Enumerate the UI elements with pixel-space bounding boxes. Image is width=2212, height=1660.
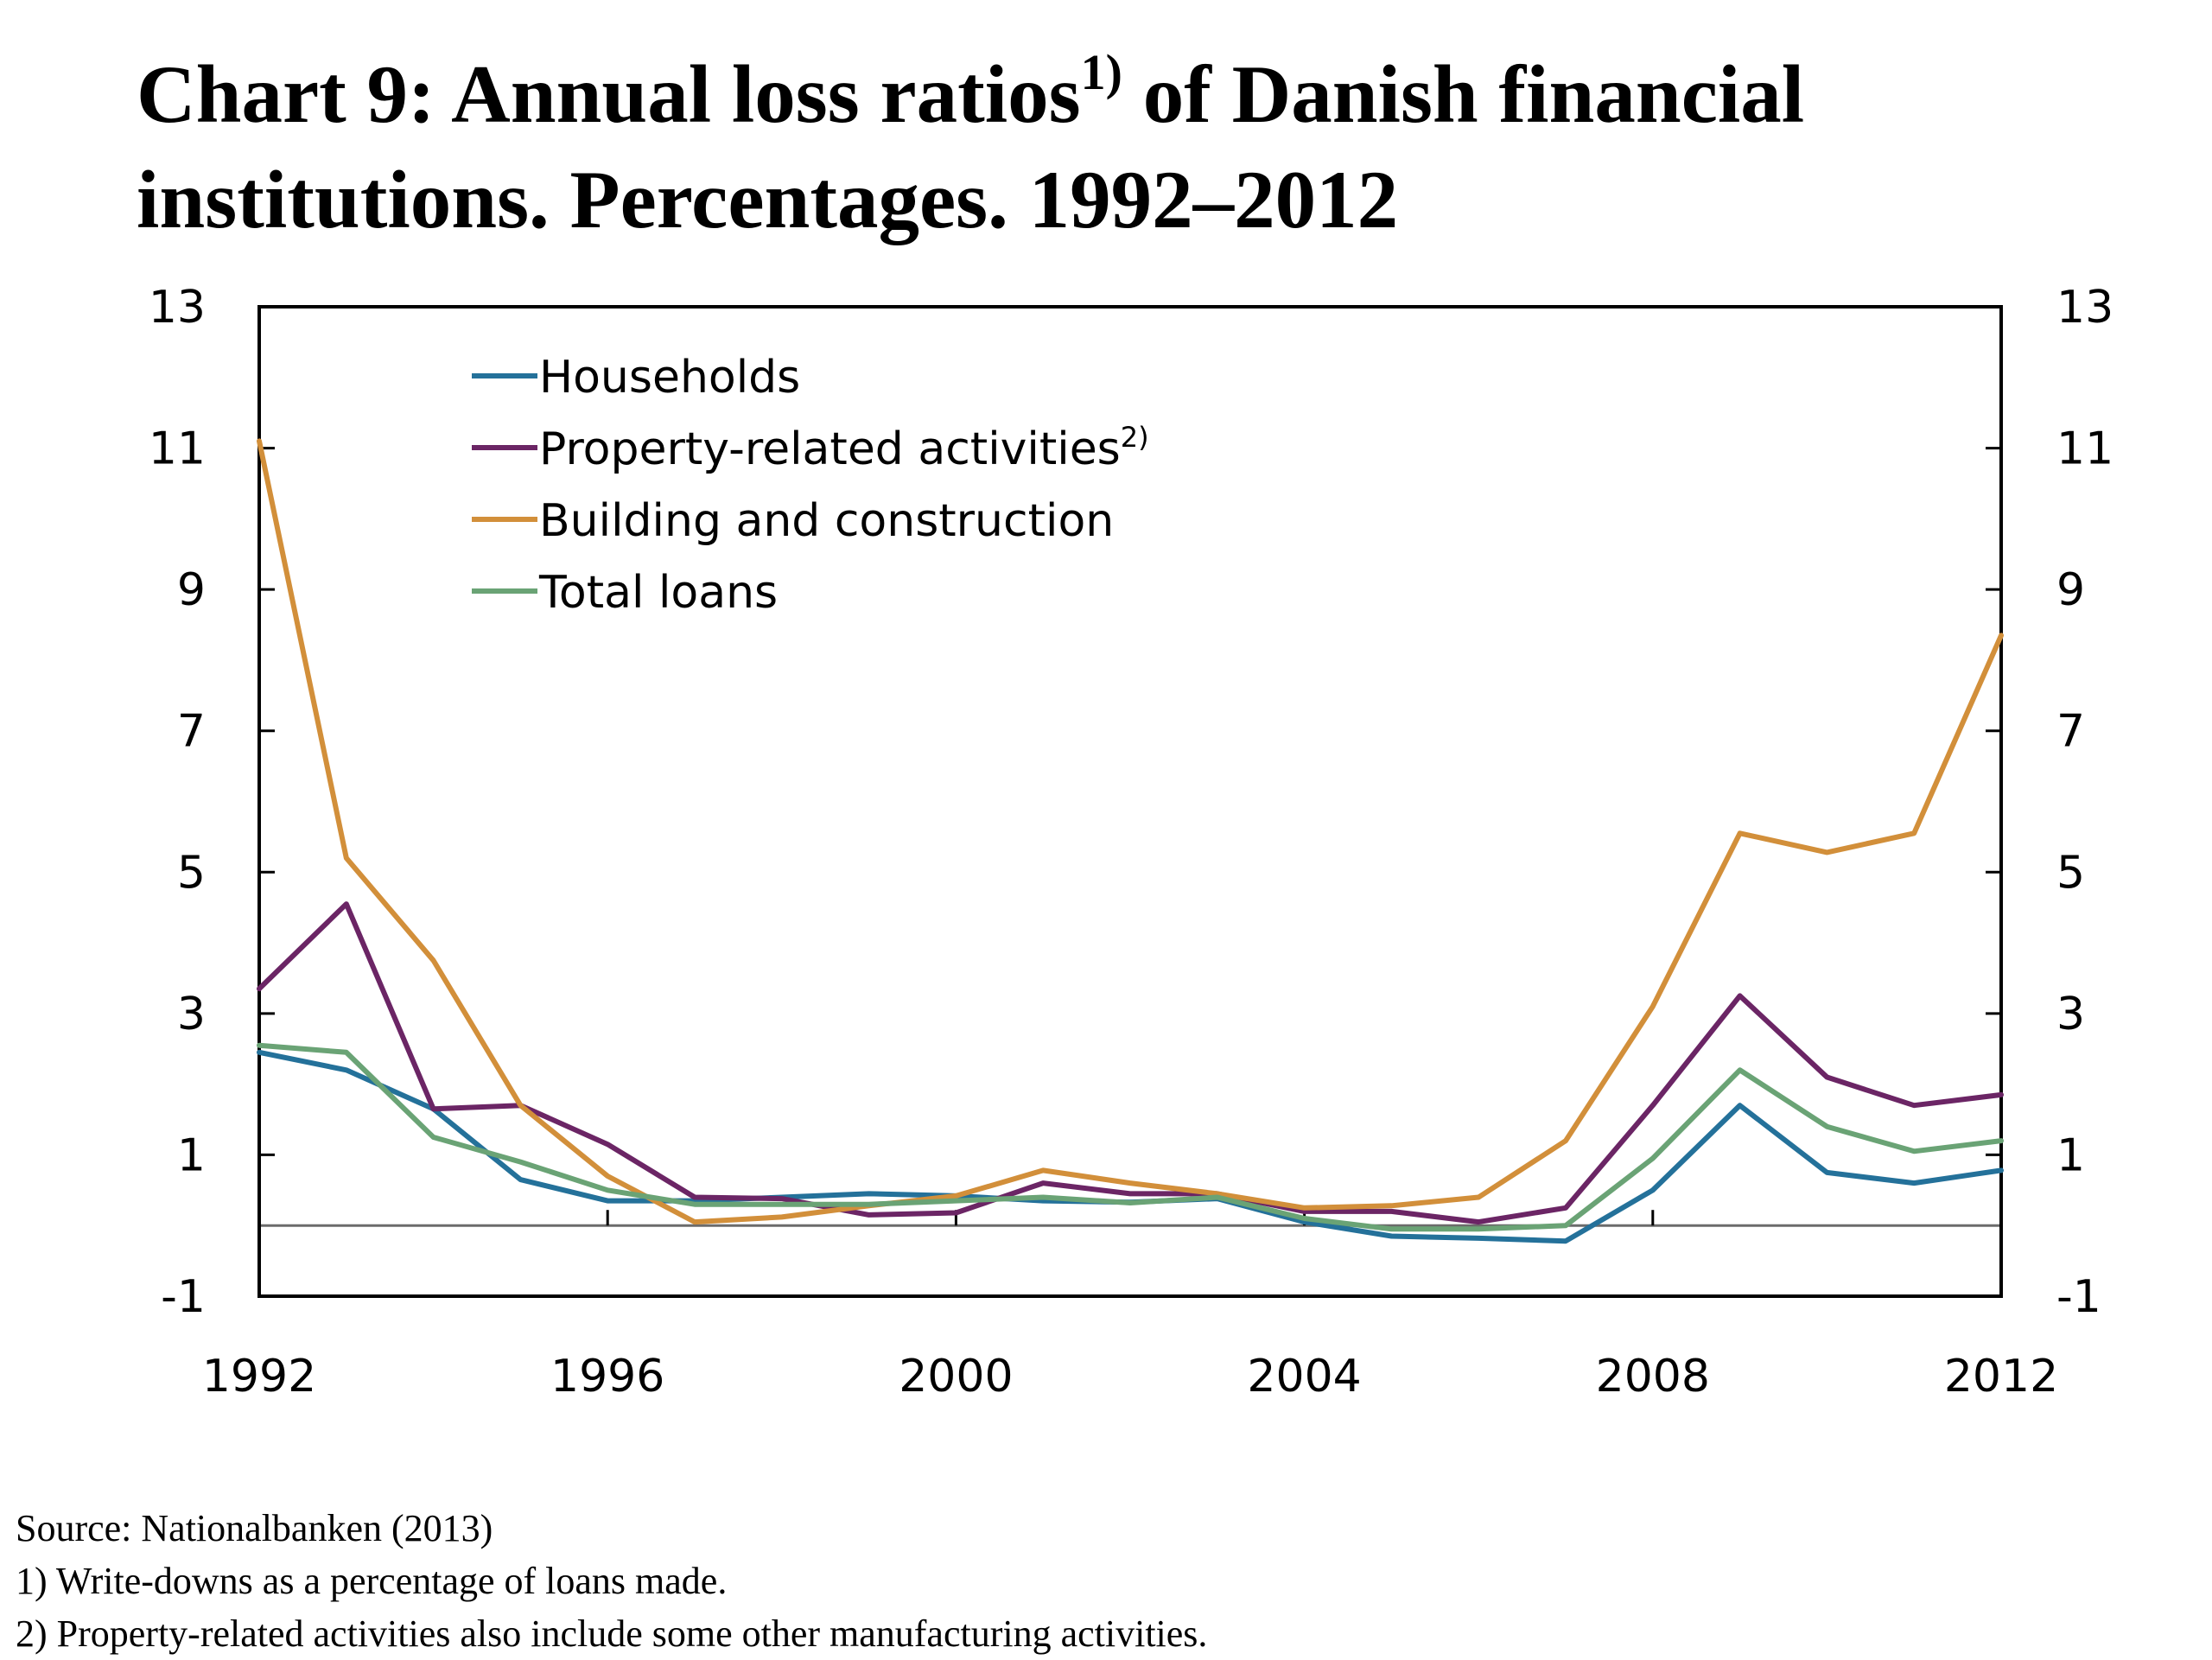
legend-label-4: Total loans bbox=[538, 567, 778, 619]
series-line-3 bbox=[257, 438, 2004, 1225]
footnote-2: 2) Property-related activities also incl… bbox=[16, 1612, 1208, 1655]
source-note: Source: Nationalbanken (2013) bbox=[16, 1507, 493, 1549]
y-tick-label-right: 13 bbox=[2056, 282, 2113, 334]
x-tick-label: 2004 bbox=[1247, 1351, 1361, 1402]
chart-notes: Source: Nationalbanken (2013) 1) Write-d… bbox=[16, 1502, 1207, 1660]
legend-label-2: Property-related activities2) bbox=[539, 421, 1149, 475]
y-tick-label-left: 5 bbox=[177, 847, 206, 899]
chart-title: Chart 9: Annual loss ratios1) of Danish … bbox=[137, 41, 2124, 252]
y-tick-label-left: 9 bbox=[177, 564, 206, 616]
y-tick-label-right: 9 bbox=[2056, 564, 2085, 616]
x-tick-label: 2000 bbox=[899, 1351, 1013, 1402]
x-tick-label: 2012 bbox=[1944, 1351, 2058, 1402]
chart-title-text-continued: of Danish financial institutions. Percen… bbox=[137, 48, 1805, 245]
legend: Households Property-related activities2) B… bbox=[472, 352, 1149, 619]
y-tick-label-left: 11 bbox=[149, 423, 206, 475]
y-tick-label-left: 7 bbox=[177, 706, 206, 758]
y-tick-label-right: -1 bbox=[2056, 1271, 2101, 1323]
y-tick-label-right: 3 bbox=[2056, 989, 2085, 1040]
y-tick-label-right: 1 bbox=[2056, 1129, 2085, 1181]
series-line-2 bbox=[257, 901, 2004, 1225]
legend-label-3: Building and construction bbox=[539, 495, 1114, 547]
chart-title-footnote-mark: 1) bbox=[1080, 44, 1122, 100]
legend-label-sup: 2) bbox=[1121, 421, 1149, 454]
plot-frame bbox=[257, 305, 2003, 1298]
x-tick-label: 1996 bbox=[550, 1351, 664, 1402]
x-tick-label: 1992 bbox=[202, 1351, 316, 1402]
y-tick-label-right: 11 bbox=[2056, 423, 2113, 475]
y-tick-label-right: 7 bbox=[2056, 706, 2085, 758]
y-tick-label-left: -1 bbox=[161, 1271, 206, 1323]
series-layer bbox=[257, 438, 2004, 1244]
x-tick-label: 2008 bbox=[1596, 1351, 1710, 1402]
legend-label-1: Households bbox=[539, 352, 800, 404]
y-tick-label-left: 1 bbox=[177, 1129, 206, 1181]
y-tick-label-right: 5 bbox=[2056, 847, 2085, 899]
series-line-4 bbox=[257, 1042, 2004, 1232]
y-tick-label-left: 13 bbox=[149, 282, 206, 334]
series-line-1 bbox=[257, 1049, 2004, 1244]
chart-title-text: Chart 9: Annual loss ratios bbox=[137, 48, 1081, 140]
y-tick-label-left: 3 bbox=[177, 989, 206, 1040]
footnote-1: 1) Write-downs as a percentage of loans … bbox=[16, 1560, 728, 1602]
